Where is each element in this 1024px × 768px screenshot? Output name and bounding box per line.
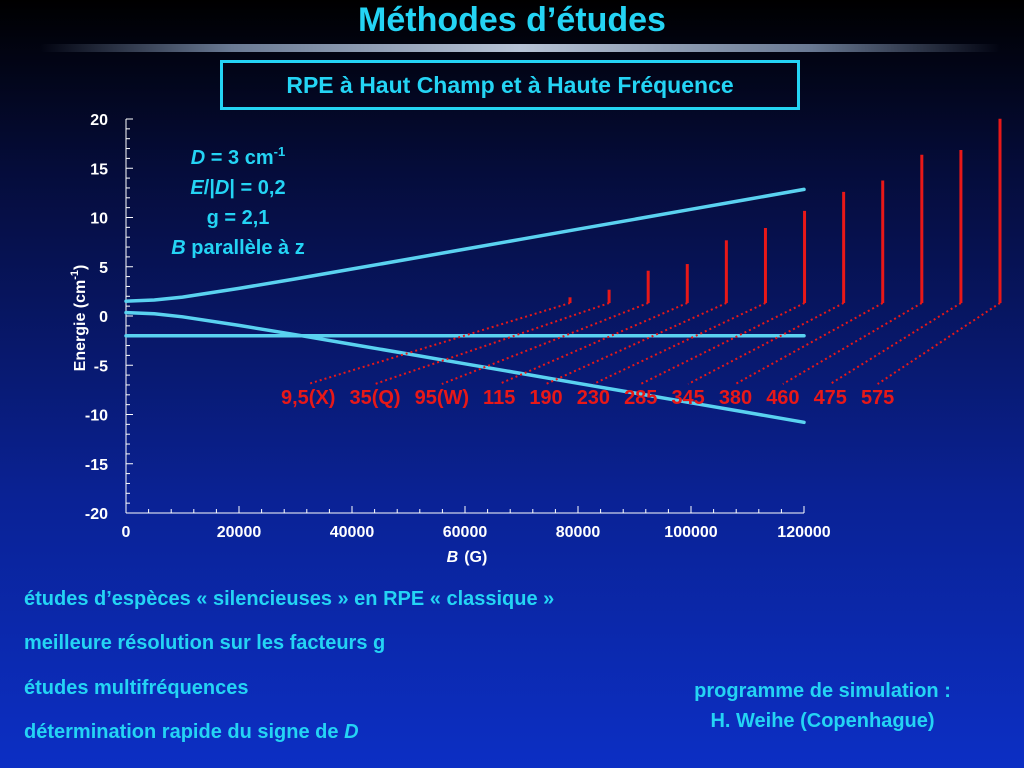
transition-connector xyxy=(829,302,962,385)
energy-curves xyxy=(124,187,806,425)
transition-frequency-label: 475 xyxy=(814,387,847,409)
transition-frequency-label: 460 xyxy=(766,387,799,409)
transitions xyxy=(307,118,1002,385)
y-tick-label: 10 xyxy=(90,211,108,228)
annotation-field-orientation: B parallèle à z xyxy=(171,237,304,259)
transition-frequency-label: 95(W) xyxy=(415,387,469,409)
bullet-item: détermination rapide du signe de D xyxy=(24,721,359,743)
title-divider xyxy=(40,44,1000,52)
energy-level-2 xyxy=(124,310,806,425)
transition-connector xyxy=(307,302,571,385)
transition-connector xyxy=(374,302,610,385)
transition-frequency-label: 35(Q) xyxy=(349,387,400,409)
y-tick-label: -10 xyxy=(85,408,108,425)
transition-frequency-label: 9,5(X) xyxy=(281,387,335,409)
x-tick-label: 20000 xyxy=(217,524,262,541)
parameters-annotation: D = 3 cm-1 E/|D| = 0,2 g = 2,1 B parallè… xyxy=(171,144,304,259)
y-tick-label: 0 xyxy=(99,309,108,326)
transition-connector xyxy=(592,302,766,385)
transition-connector xyxy=(498,302,688,385)
x-tick-label: 100000 xyxy=(664,524,717,541)
x-tick-label: 0 xyxy=(122,524,131,541)
transition-frequency-label: 285 xyxy=(624,387,657,409)
y-tick-label: -15 xyxy=(85,457,108,474)
transition-frequency-label: 190 xyxy=(529,387,562,409)
y-tick-label: 15 xyxy=(90,161,108,178)
transition-labels: 9,5(X) 35(Q) 95(W) 115 190 230 285 345 380 460 475… xyxy=(281,387,894,409)
bullet-item: études multifréquences xyxy=(24,677,249,699)
transition-connector xyxy=(441,302,649,385)
transition-frequency-label: 115 xyxy=(483,387,515,409)
energy-level-1 xyxy=(124,187,806,303)
annotation-g-value: g = 2,1 xyxy=(207,207,270,229)
transition-connector xyxy=(782,302,923,385)
x-tick-label: 120000 xyxy=(777,524,830,541)
transition-connector xyxy=(735,302,884,385)
credits-author: H. Weihe (Copenhague) xyxy=(710,710,935,732)
x-tick-label: 40000 xyxy=(330,524,375,541)
x-tick-label: 60000 xyxy=(443,524,488,541)
transition-frequency-label: 345 xyxy=(671,387,704,409)
credits-line: programme de simulation : xyxy=(694,680,951,702)
x-axis-label: B (G) xyxy=(447,549,488,566)
transition-frequency-label: 575 xyxy=(861,387,894,409)
y-axis-label: Energie (cm-1) xyxy=(69,265,89,372)
transition-frequency-label: 380 xyxy=(719,387,752,409)
transition-connector xyxy=(640,302,805,385)
transition-connector xyxy=(687,302,845,385)
page-title: Méthodes d’études xyxy=(358,1,666,39)
x-tick-label: 80000 xyxy=(556,524,601,541)
axes: 20 15 10 5 0 -5 -10 -15 -20 0 20000 40000 60000 80000… xyxy=(85,112,831,541)
transition-connector xyxy=(545,302,727,385)
subtitle-box: RPE à Haut Champ et à Haute Fréquence xyxy=(220,60,800,110)
y-tick-label: -5 xyxy=(94,358,108,375)
bullet-item: études d’espèces « silencieuses » en RPE… xyxy=(24,588,555,610)
y-tick-label: 5 xyxy=(99,260,108,277)
bullet-item: meilleure résolution sur les facteurs g xyxy=(24,632,386,654)
annotation-e-over-d: E/|D| = 0,2 xyxy=(190,177,285,199)
y-tick-label: 20 xyxy=(90,112,108,129)
transition-frequency-label: 230 xyxy=(577,387,610,409)
y-tick-label: -20 xyxy=(85,506,108,523)
annotation-d-value: D = 3 cm-1 xyxy=(191,144,285,169)
credits: programme de simulation : H. Weihe (Cope… xyxy=(640,676,1005,736)
